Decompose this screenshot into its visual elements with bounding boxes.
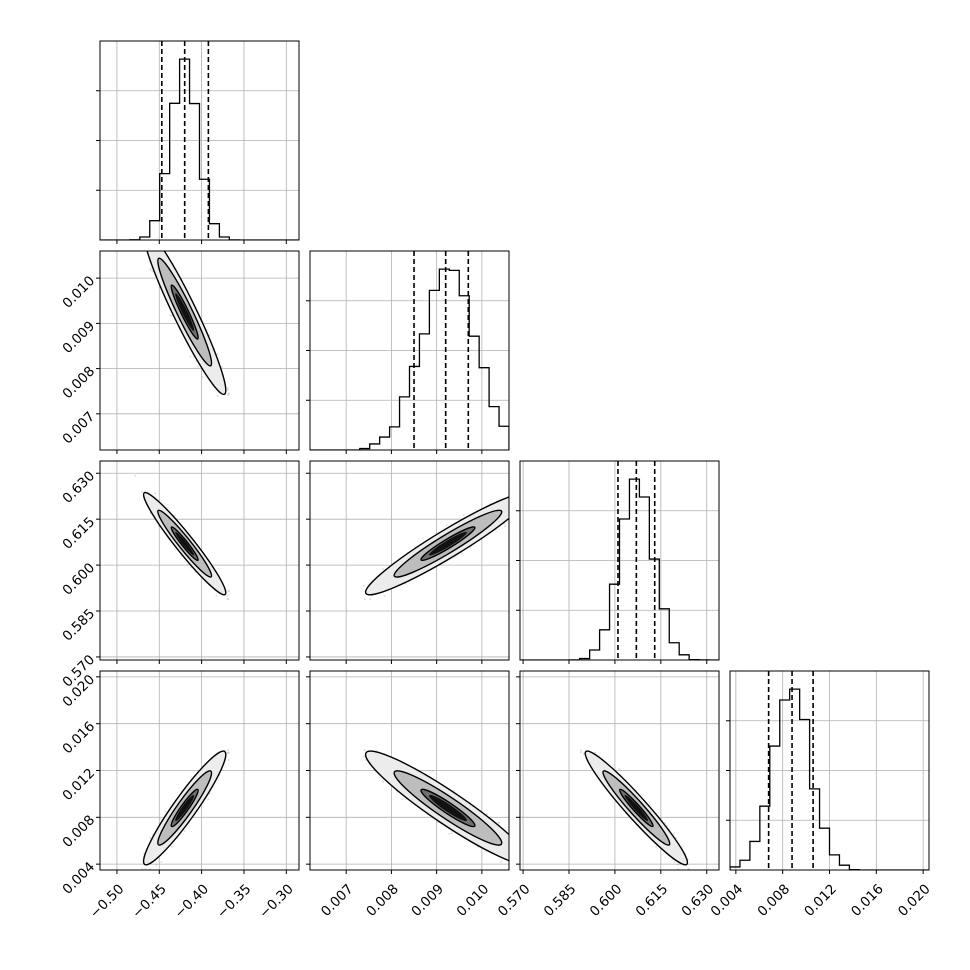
sample-point [171, 314, 173, 317]
sample-point [154, 248, 156, 250]
sample-point [226, 598, 229, 601]
sample-point [215, 594, 218, 597]
sample-point [144, 238, 146, 240]
histogram-step [100, 58, 299, 240]
density-core [175, 293, 195, 332]
sample-point [146, 242, 148, 244]
sample-point [143, 234, 145, 236]
sample-point [151, 246, 153, 248]
sample-point [159, 244, 161, 246]
sample-point [197, 365, 200, 368]
sample-point [150, 243, 152, 245]
panel-0-0 [96, 40, 300, 244]
sample-point [189, 355, 192, 358]
sample-point [201, 376, 204, 378]
sample-point [154, 242, 156, 244]
panel-frame [99, 250, 300, 451]
y-tick-label: 0.010 [60, 273, 99, 312]
sample-point [156, 247, 158, 249]
sample-point [151, 248, 153, 250]
sample-point [226, 386, 229, 389]
sample-point [226, 389, 229, 391]
sample-point [152, 242, 154, 244]
sample-point [149, 268, 152, 271]
sample-point [154, 492, 157, 495]
sample-point [220, 366, 223, 368]
sample-point [152, 244, 154, 246]
sample-point [150, 267, 153, 270]
sample-point [227, 589, 230, 592]
sample-point [189, 566, 192, 569]
sample-point [168, 314, 171, 317]
sample-point [144, 490, 147, 492]
sample-point [216, 395, 219, 398]
sample-point [227, 590, 230, 593]
panel-frame [99, 40, 300, 241]
sample-point [147, 245, 149, 247]
sample-point [134, 205, 136, 207]
sample-point [216, 353, 219, 356]
sample-point [141, 218, 143, 220]
panel-1-1 [306, 250, 510, 454]
sample-point [186, 563, 189, 566]
sample-point [226, 594, 229, 597]
sample-point [227, 393, 230, 396]
sample-point [145, 242, 147, 244]
sample-point [154, 245, 156, 247]
y-tick-label: 0.007 [60, 409, 99, 448]
sample-point [152, 242, 154, 244]
sample-point [154, 246, 156, 248]
sample-point [226, 394, 229, 397]
histogram-step [310, 268, 509, 450]
sample-point [151, 270, 154, 273]
sample-point [173, 514, 176, 517]
sample-point [155, 243, 157, 245]
y-tick-label: 0.008 [60, 363, 99, 402]
sample-point [148, 245, 150, 247]
y-tick-label: 0.009 [60, 318, 99, 357]
panel-1-0: 0.007 0.008 0.009 0.010 [60, 205, 300, 454]
sample-point [154, 245, 156, 247]
sample-point [147, 230, 149, 232]
panel-frame [309, 250, 510, 451]
sample-point [153, 246, 155, 248]
sample-point [154, 249, 156, 251]
sample-point [163, 246, 165, 248]
sample-point [226, 598, 229, 601]
sample-point [227, 392, 230, 395]
